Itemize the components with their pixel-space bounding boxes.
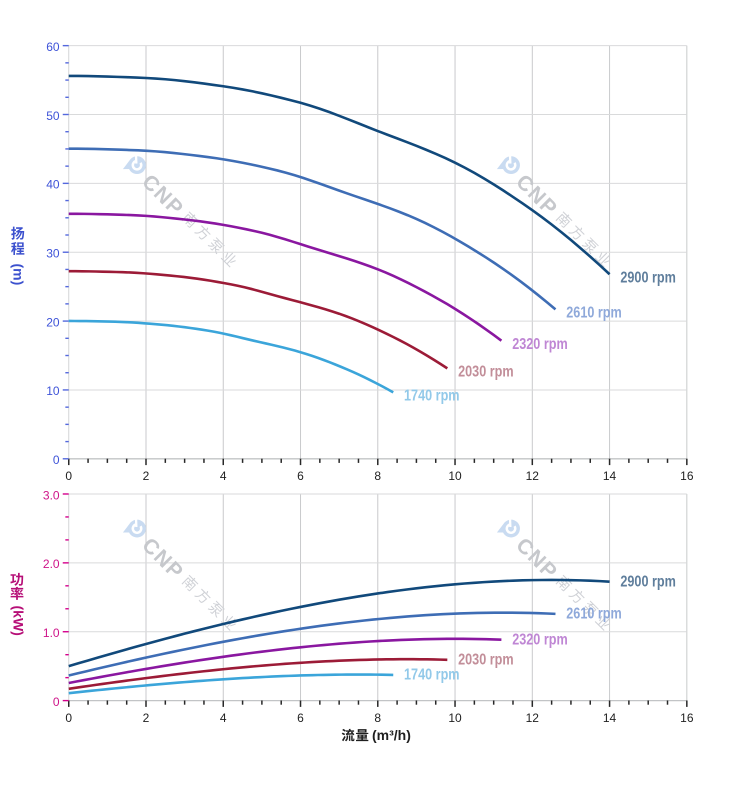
svg-text:14: 14 (603, 469, 617, 483)
svg-text:1.0: 1.0 (43, 626, 60, 640)
svg-text:2610 rpm: 2610 rpm (566, 605, 622, 622)
svg-text:1740 rpm: 1740 rpm (404, 388, 460, 405)
svg-text:20: 20 (46, 315, 60, 329)
svg-text:2610 rpm: 2610 rpm (566, 305, 622, 322)
svg-text:14: 14 (603, 711, 617, 725)
svg-text:2030 rpm: 2030 rpm (458, 651, 514, 668)
svg-text:(m): (m) (10, 264, 26, 286)
svg-text:2: 2 (143, 469, 150, 483)
svg-text:(m³/h): (m³/h) (372, 727, 411, 743)
svg-text:10: 10 (448, 711, 462, 725)
svg-text:6: 6 (297, 711, 304, 725)
svg-text:2320 rpm: 2320 rpm (512, 336, 568, 353)
svg-text:0: 0 (65, 469, 72, 483)
svg-text:3.0: 3.0 (43, 488, 60, 502)
svg-text:16: 16 (680, 469, 694, 483)
svg-text:10: 10 (448, 469, 462, 483)
svg-text:2.0: 2.0 (43, 557, 60, 571)
svg-text:(kW): (kW) (10, 606, 26, 636)
svg-text:8: 8 (374, 711, 381, 725)
svg-text:10: 10 (46, 384, 60, 398)
svg-text:1740 rpm: 1740 rpm (404, 667, 460, 684)
svg-text:12: 12 (526, 469, 540, 483)
svg-text:50: 50 (46, 109, 60, 123)
svg-text:2: 2 (143, 711, 150, 725)
svg-text:12: 12 (526, 711, 540, 725)
svg-text:4: 4 (220, 469, 227, 483)
svg-text:30: 30 (46, 247, 60, 261)
svg-text:2320 rpm: 2320 rpm (512, 631, 568, 648)
svg-text:8: 8 (374, 469, 381, 483)
svg-text:2900 rpm: 2900 rpm (620, 573, 676, 590)
svg-text:16: 16 (680, 711, 694, 725)
svg-text:6: 6 (297, 469, 304, 483)
svg-text:4: 4 (220, 711, 227, 725)
svg-text:2900 rpm: 2900 rpm (620, 270, 676, 287)
svg-text:0: 0 (53, 695, 60, 709)
svg-text:2030 rpm: 2030 rpm (458, 364, 514, 381)
svg-text:60: 60 (46, 40, 60, 54)
svg-text:0: 0 (65, 711, 72, 725)
svg-text:0: 0 (53, 453, 60, 467)
svg-text:40: 40 (46, 178, 60, 192)
